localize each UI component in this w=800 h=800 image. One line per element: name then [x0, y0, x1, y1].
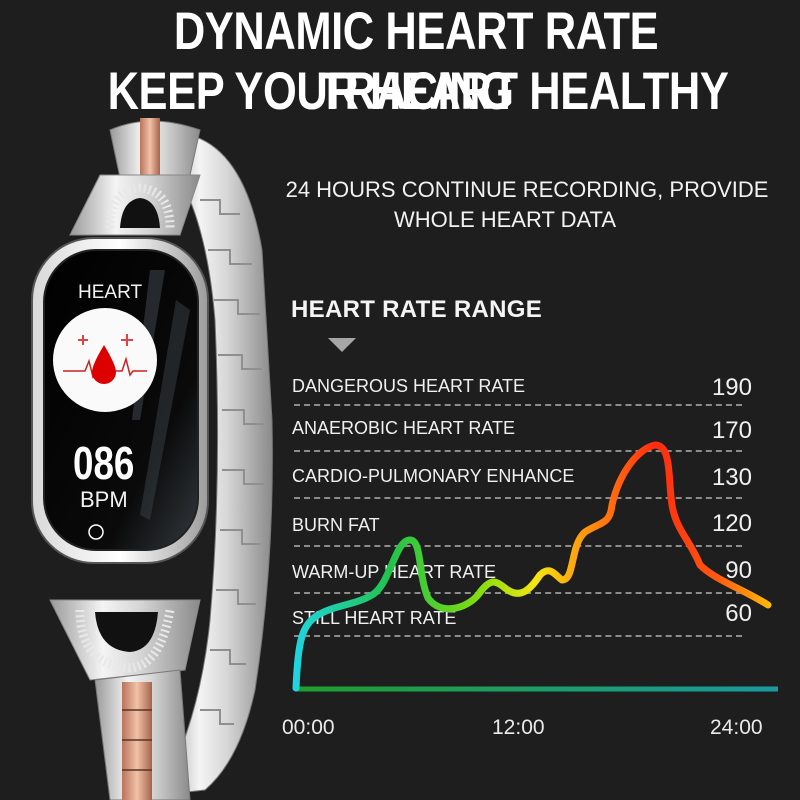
zone-label-burn-fat: BURN FAT [292, 515, 380, 535]
subtitle-line-1: 24 HOURS CONTINUE RECORDING, PROVIDE [285, 177, 769, 202]
zone-value-anaerobic: 170 [711, 417, 752, 444]
home-button-icon [88, 524, 104, 540]
zone-label-cardio: CARDIO-PULMONARY ENHANCE [292, 466, 575, 486]
smartwatch-illustration [31, 118, 273, 800]
subtitle-line-2: WHOLE HEART DATA [393, 207, 617, 232]
x-tick-start: 00:00 [282, 716, 335, 739]
heart-rate-range-title: HEART RATE RANGE [291, 296, 543, 323]
grid-line [294, 497, 742, 499]
zone-value-dangerous: 190 [711, 374, 752, 401]
watch-bpm-value: 086 [73, 437, 135, 489]
zone-label-still: STILL HEART RATE [292, 608, 457, 628]
zone-value-cardio: 130 [711, 464, 752, 491]
zone-value-still: 60 [725, 600, 752, 627]
x-tick-mid: 12:00 [492, 716, 545, 739]
headline-line-2: KEEP YOUR HEART HEALTHY [107, 62, 729, 121]
zone-value-warm-up: 90 [725, 557, 752, 584]
zone-label-warm-up: WARM-UP HEART RATE [292, 562, 497, 582]
grid-line [294, 545, 742, 547]
zone-label-dangerous: DANGEROUS HEART RATE [292, 376, 526, 396]
watch-bpm-unit: BPM [80, 487, 128, 512]
headline-line-1: DYNAMIC HEART RATE TRACING [173, 2, 659, 121]
triangle-down-icon [328, 338, 356, 352]
zone-label-anaerobic: ANAEROBIC HEART RATE [292, 418, 516, 438]
watch-screen-title: HEART [78, 282, 143, 303]
grid-line [294, 635, 742, 637]
grid-line [294, 404, 742, 406]
grid-line [294, 450, 742, 452]
zone-value-burn-fat: 120 [711, 510, 752, 537]
x-tick-end: 24:00 [710, 716, 763, 739]
